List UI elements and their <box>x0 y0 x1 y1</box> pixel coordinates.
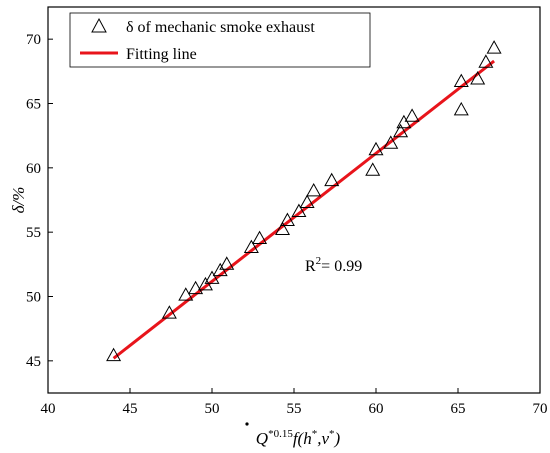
y-axis-label: δ/% <box>9 187 28 214</box>
x-label-sup2: * <box>312 428 318 440</box>
scatter-point <box>368 141 384 156</box>
x-label-mid: ,v <box>317 429 329 448</box>
y-tick-label: 45 <box>26 354 41 370</box>
scatter-point <box>365 162 381 176</box>
scatter-point <box>204 270 220 284</box>
scatter-point <box>453 101 469 116</box>
x-tick-label: 70 <box>533 401 548 417</box>
scatter-point <box>243 239 259 254</box>
x-tick-label: 40 <box>41 401 56 417</box>
svg-text:Q*0.15f(h*,v*): Q*0.15f(h*,v*) <box>256 428 341 448</box>
legend-box <box>69 12 371 68</box>
x-label-base: Q <box>256 429 268 448</box>
fitting-line <box>112 59 496 360</box>
scatter-point <box>478 54 494 68</box>
x-label-end: ) <box>334 429 341 448</box>
y-tick-label: 70 <box>26 32 41 48</box>
scatter-point <box>453 73 469 88</box>
y-tick-label: 65 <box>26 97 41 113</box>
scatter-point <box>383 135 399 149</box>
r-squared-value: = 0.99 <box>321 258 362 275</box>
x-tick-label: 60 <box>369 401 384 417</box>
scatter-point <box>470 71 486 85</box>
legend-label-fit: Fitting line <box>126 46 197 63</box>
x-label-sup3: * <box>329 428 335 440</box>
x-tick-label: 65 <box>451 401 466 417</box>
legend-label-scatter: δ of mechanic smoke exhaust <box>126 19 315 36</box>
scatter-point <box>306 182 322 197</box>
x-tick-label: 50 <box>205 401 220 417</box>
x-label-func: f(h <box>293 429 312 448</box>
r-squared-annotation: R2= 0.99 <box>305 255 362 275</box>
scatter-point <box>106 347 122 362</box>
scatter-point <box>188 280 204 295</box>
scatter-point <box>161 305 177 319</box>
y-tick-label: 55 <box>26 225 41 241</box>
r-squared-base: R <box>305 258 316 275</box>
x-tick-label: 55 <box>287 401 302 417</box>
r-squared-sup: 2 <box>316 255 322 267</box>
fitting-line-layer <box>112 59 496 360</box>
y-axis: 45 50 55 60 65 70 <box>26 32 53 370</box>
x-tick-label: 45 <box>123 401 138 417</box>
legend: δ of mechanic smoke exhaust Fitting line <box>69 12 371 68</box>
scatter-point <box>275 221 291 235</box>
x-axis-label: Q*0.15f(h*,v*) <box>245 422 341 448</box>
x-axis: 40 45 50 55 60 65 70 <box>41 388 548 417</box>
scatter-point <box>299 194 315 208</box>
scatter-point <box>279 212 295 226</box>
scatter-point <box>291 203 307 217</box>
scatter-points-layer <box>106 40 502 362</box>
x-label-sup1: *0.15 <box>268 428 293 440</box>
x-label-dot <box>245 422 249 426</box>
y-tick-label: 50 <box>26 290 41 306</box>
scatter-point <box>324 172 340 187</box>
y-tick-label: 60 <box>26 161 41 177</box>
scatter-point <box>393 123 409 138</box>
scatter-point <box>404 108 420 122</box>
scatter-point <box>486 40 502 54</box>
legend-triangle-icon <box>91 17 107 33</box>
scatter-point <box>219 256 235 270</box>
scatter-point <box>252 230 268 244</box>
